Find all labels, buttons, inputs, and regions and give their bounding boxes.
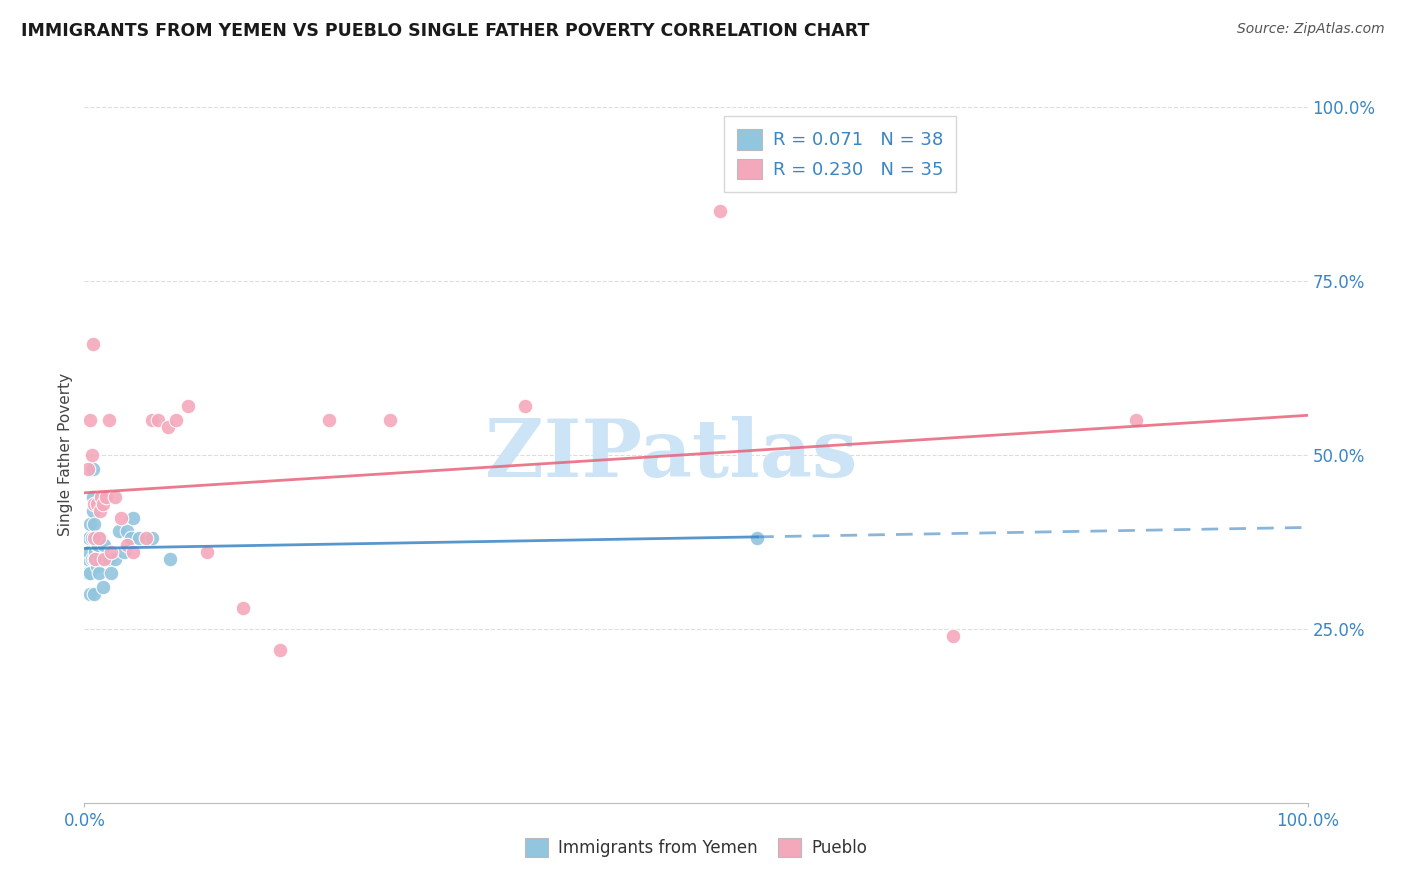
Point — [146, 413, 169, 427]
Point — [89, 552, 111, 566]
Point — [107, 524, 129, 539]
Point — [120, 532, 142, 546]
Point — [83, 587, 105, 601]
Point — [97, 413, 120, 427]
Point — [83, 497, 105, 511]
Text: ZIPatlas: ZIPatlas — [485, 416, 858, 494]
Point — [86, 497, 108, 511]
Point — [80, 532, 103, 546]
Point — [82, 462, 104, 476]
Point — [82, 336, 104, 351]
Point — [77, 552, 100, 566]
Point — [93, 552, 115, 566]
Point — [232, 601, 254, 615]
Point — [86, 559, 108, 574]
Point — [77, 532, 100, 546]
Point — [84, 545, 107, 559]
Point — [269, 642, 291, 657]
Point — [159, 552, 181, 566]
Point — [96, 490, 118, 504]
Point — [83, 517, 105, 532]
Point — [195, 545, 218, 559]
Point — [747, 532, 769, 546]
Point — [77, 545, 100, 559]
Y-axis label: Single Father Poverty: Single Father Poverty — [58, 374, 73, 536]
Point — [156, 420, 179, 434]
Point — [90, 490, 112, 504]
Point — [100, 566, 122, 581]
Point — [91, 497, 114, 511]
Point — [87, 566, 110, 581]
Point — [82, 503, 104, 517]
Point — [942, 629, 965, 643]
Point — [79, 587, 101, 601]
Point — [84, 552, 107, 566]
Point — [100, 545, 122, 559]
Text: Source: ZipAtlas.com: Source: ZipAtlas.com — [1237, 22, 1385, 37]
Point — [122, 545, 145, 559]
Point — [141, 413, 163, 427]
Point — [89, 503, 111, 517]
Legend: Immigrants from Yemen, Pueblo: Immigrants from Yemen, Pueblo — [519, 831, 873, 864]
Point — [79, 517, 101, 532]
Point — [115, 524, 138, 539]
Point — [122, 510, 145, 524]
Point — [318, 413, 340, 427]
Point — [709, 204, 731, 219]
Point — [112, 545, 135, 559]
Text: IMMIGRANTS FROM YEMEN VS PUEBLO SINGLE FATHER POVERTY CORRELATION CHART: IMMIGRANTS FROM YEMEN VS PUEBLO SINGLE F… — [21, 22, 869, 40]
Point — [165, 413, 187, 427]
Point — [115, 538, 138, 552]
Point — [93, 538, 115, 552]
Point — [96, 552, 118, 566]
Point — [97, 552, 120, 566]
Point — [380, 413, 402, 427]
Point — [1125, 413, 1147, 427]
Point — [77, 462, 100, 476]
Point — [141, 532, 163, 546]
Point — [80, 552, 103, 566]
Point — [86, 538, 108, 552]
Point — [80, 448, 103, 462]
Point — [79, 413, 101, 427]
Point — [84, 532, 107, 546]
Point — [83, 532, 105, 546]
Point — [83, 552, 105, 566]
Point — [89, 532, 111, 546]
Point — [177, 399, 200, 413]
Point — [110, 510, 132, 524]
Point — [104, 490, 127, 504]
Point — [77, 566, 100, 581]
Point — [82, 490, 104, 504]
Point — [87, 538, 110, 552]
Point — [135, 532, 157, 546]
Point — [79, 566, 101, 581]
Point — [87, 532, 110, 546]
Point — [91, 580, 114, 594]
Point — [128, 532, 150, 546]
Point — [104, 552, 127, 566]
Point — [513, 399, 536, 413]
